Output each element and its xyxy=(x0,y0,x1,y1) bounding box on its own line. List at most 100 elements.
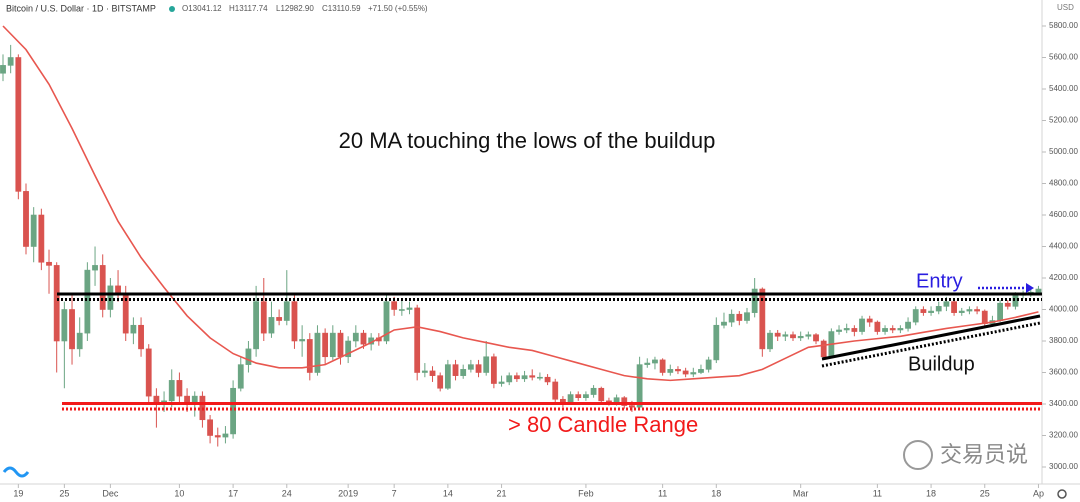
candle-body xyxy=(797,335,804,339)
candle-body xyxy=(974,309,980,312)
x-tick-label: 7 xyxy=(392,488,397,498)
candle-body xyxy=(621,397,628,406)
settings-icon[interactable] xyxy=(1057,489,1067,499)
settings[interactable] xyxy=(1057,489,1067,499)
candle-body xyxy=(437,375,444,389)
candle-body xyxy=(629,405,635,408)
candle-body xyxy=(475,364,482,373)
candle-body xyxy=(943,301,950,307)
candle-body xyxy=(744,312,750,321)
ohlc-low: L12982.90 xyxy=(276,4,314,13)
y-tick-label: 5600.00 xyxy=(1049,53,1078,62)
candle-body xyxy=(958,310,965,313)
y-tick-label: 3800.00 xyxy=(1049,336,1078,345)
candle-body xyxy=(360,332,367,345)
candle-body xyxy=(452,364,459,376)
candle-body xyxy=(636,364,643,408)
y-tick-label: 3000.00 xyxy=(1049,462,1078,471)
symbol: Bitcoin / U.S. Dollar · 1D · BITSTAMP xyxy=(6,3,156,13)
y-tick-label: 4200.00 xyxy=(1049,273,1078,282)
candle-body xyxy=(7,57,14,66)
y-tick-label: 4000.00 xyxy=(1049,305,1078,314)
candle-body xyxy=(721,321,727,326)
y-tick-label: 4400.00 xyxy=(1049,242,1078,251)
x-tick-label: 11 xyxy=(658,488,667,498)
ohlc-close: C13110.59 xyxy=(322,4,361,13)
candle-body xyxy=(774,332,781,337)
y-tick-label: 3200.00 xyxy=(1049,431,1078,440)
annotations: 20 MA touching the lows of the buildup E… xyxy=(57,128,1042,437)
buildup-label: Buildup xyxy=(908,353,975,375)
candle-body xyxy=(889,328,896,331)
x-tick-label: 19 xyxy=(13,488,23,498)
candle-body xyxy=(560,398,566,403)
candle-body xyxy=(1004,302,1011,307)
x-tick-label: 10 xyxy=(174,488,184,498)
candle-body xyxy=(652,359,658,364)
x-tick-label: 14 xyxy=(443,488,453,498)
candle-body xyxy=(675,369,681,372)
candle-body xyxy=(529,375,536,378)
candle-body xyxy=(291,301,298,342)
candle-body xyxy=(398,309,405,311)
x-tick-label: 25 xyxy=(980,488,990,498)
entry-label: Entry xyxy=(916,270,963,292)
candle-body xyxy=(276,317,283,321)
candle-body xyxy=(882,328,888,332)
candle-body xyxy=(268,317,275,334)
candle-body xyxy=(782,334,789,337)
candle-body xyxy=(245,348,252,365)
candle-body xyxy=(421,370,428,373)
candle-body xyxy=(460,369,467,376)
candle-body xyxy=(490,356,497,384)
candle-body xyxy=(705,359,712,370)
y-tick-label: 3400.00 xyxy=(1049,399,1078,408)
x-tick-label: 11 xyxy=(873,488,882,498)
entry-arrow-head xyxy=(1026,283,1034,293)
candle-body xyxy=(552,381,559,400)
x-tick-label: 25 xyxy=(59,488,69,498)
x-tick-label: 17 xyxy=(228,488,238,498)
buildup-dotted xyxy=(821,321,1041,368)
candle-body xyxy=(314,332,321,373)
candle-body xyxy=(176,380,183,397)
y-tick-label: 5800.00 xyxy=(1049,21,1078,30)
candle-body xyxy=(997,302,1003,321)
candle-body xyxy=(99,265,106,310)
candle-body xyxy=(92,265,98,271)
candle-body xyxy=(644,362,651,365)
candle-body xyxy=(1035,288,1042,293)
candle-body xyxy=(383,301,390,342)
range-label: > 80 Candle Range xyxy=(508,412,698,437)
candle-body xyxy=(61,309,68,342)
watermark: 交易员说 xyxy=(903,440,1028,470)
candle-body xyxy=(859,318,865,332)
candle-body xyxy=(966,309,973,312)
x-tick-label: 2019 xyxy=(338,488,358,498)
candle-body xyxy=(874,321,881,332)
logo xyxy=(2,466,30,478)
moving-average xyxy=(2,25,1039,382)
candle-body xyxy=(790,334,796,339)
candle-body xyxy=(53,265,60,342)
ma-note: 20 MA touching the lows of the buildup xyxy=(339,128,716,153)
candle-body xyxy=(820,340,827,358)
candle-body xyxy=(575,394,582,398)
candle-body xyxy=(391,301,398,310)
candle-body xyxy=(690,372,697,375)
x-tick-label: 24 xyxy=(282,488,292,498)
candle-body xyxy=(736,313,743,321)
x-tick-label: Dec xyxy=(102,488,119,498)
candle-body xyxy=(222,433,229,438)
candle-body xyxy=(0,65,6,74)
y-tick-label: 4800.00 xyxy=(1049,179,1078,188)
candle-body xyxy=(613,397,620,403)
candle-body xyxy=(759,288,766,350)
candle-body xyxy=(928,310,934,313)
header: Bitcoin / U.S. Dollar · 1D · BITSTAMP O1… xyxy=(6,3,1074,13)
candle-body xyxy=(713,324,720,361)
candle-body xyxy=(444,364,451,389)
candles xyxy=(0,25,1042,447)
candle-body xyxy=(521,375,528,380)
candle-body xyxy=(46,261,52,266)
